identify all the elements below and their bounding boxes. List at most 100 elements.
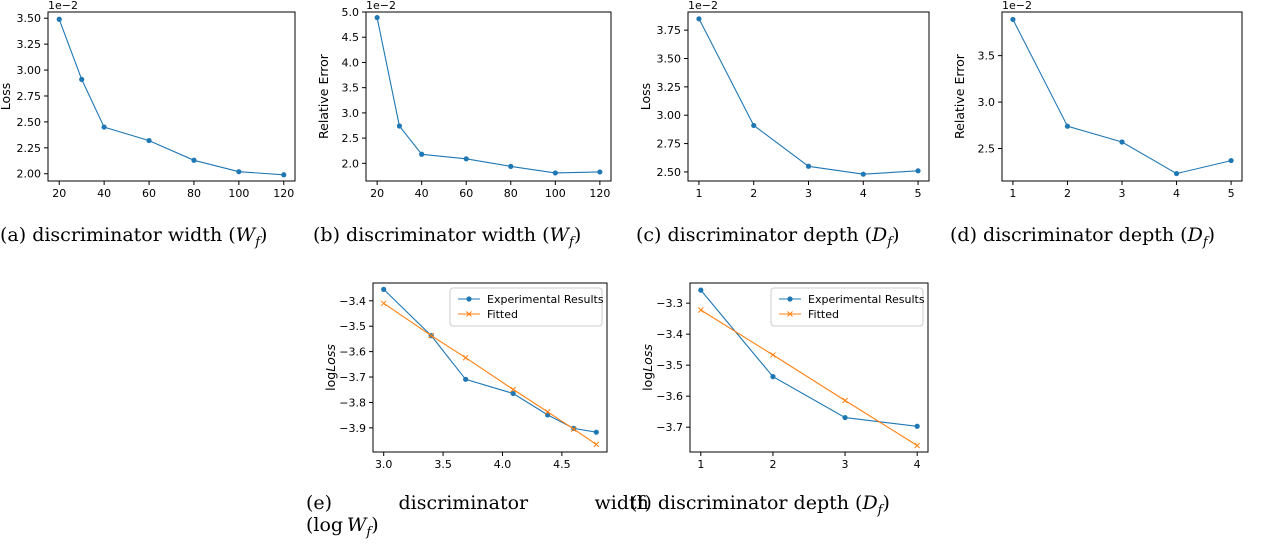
chart-f-ytick-label: −3.6 [656, 390, 683, 403]
chart-d-ytick-label: 2.5 [978, 143, 996, 156]
caption-e-line2-prefix: (log [306, 514, 347, 536]
chart-a-series-0-point [236, 169, 242, 175]
chart-b-series-0-point [552, 170, 558, 176]
caption-b-suffix: ) [573, 224, 582, 246]
chart-e-series-1-point [510, 386, 517, 393]
chart-c-ytick-label: 3.00 [657, 109, 682, 122]
chart-e-axes-frame [372, 282, 608, 453]
chart-d-xtick-label: 4 [1173, 187, 1180, 200]
chart-b-xtick-label: 80 [504, 187, 518, 200]
chart-c-series-0-point [915, 168, 921, 174]
chart-b-ylabel: Relative Error [316, 53, 331, 139]
chart-a-multiplier: 1e−2 [48, 0, 78, 12]
chart-b-ytick-label: 2.0 [342, 157, 360, 170]
chart-f-series-0-point [698, 287, 704, 293]
chart-e-legend-label-1: Fitted [487, 308, 518, 321]
caption-d-suffix: ) [1207, 224, 1216, 246]
chart-f-ytick-label: −3.4 [656, 328, 683, 341]
chart-e-series-1-point [544, 408, 551, 415]
chart-c-ytick-label: 2.75 [657, 138, 682, 151]
chart-f-series-1-line [700, 309, 918, 446]
chart-b-ytick-label: 3.0 [342, 107, 360, 120]
caption-d-prefix: (d) discriminator depth ( [950, 224, 1188, 246]
caption-a-var: W [235, 224, 256, 246]
chart-c-xtick-label: 3 [805, 187, 812, 200]
chart-a-series-0-point [101, 124, 107, 130]
caption-d-sub: f [1202, 234, 1208, 250]
caption-c-suffix: ) [892, 224, 900, 246]
chart-a-ytick-label: 2.00 [17, 168, 42, 181]
chart-e-ytick-label: −3.6 [339, 346, 366, 359]
chart-e-ytick-label: −3.5 [339, 320, 366, 333]
caption-e-line1: (e) discriminator width [306, 492, 649, 514]
chart-f-ytick-label: −3.3 [656, 297, 683, 310]
chart-b-ytick-label: 3.5 [342, 82, 360, 95]
chart-d-series-0-point [1228, 157, 1234, 164]
chart-e-series-1-point [462, 354, 469, 361]
chart-c-xtick-label: 5 [915, 187, 922, 200]
chart-e-series-0-point [463, 376, 469, 382]
chart-f-series-0-point [842, 414, 848, 421]
chart-c-ytick-label: 2.50 [657, 166, 682, 179]
chart-f-legend-label-0: Experimental Results [808, 293, 925, 306]
chart-d-ylabel: Relative Error [952, 53, 967, 139]
caption-f-sub: f [877, 502, 883, 518]
chart-b-multiplier: 1e−2 [366, 0, 396, 12]
chart-f-xtick-label: 2 [769, 458, 776, 471]
chart-f-series-1-point [842, 397, 848, 404]
chart-b-series-0-point [508, 163, 514, 169]
chart-e-series-0-point [593, 429, 599, 435]
chart-b-ytick-label: 5.0 [342, 6, 360, 19]
chart-e-ytick-label: −3.9 [339, 422, 366, 435]
caption-b: (b) discriminator width (Wf) [313, 224, 631, 254]
chart-a-series-0-point [281, 172, 287, 178]
caption-c-sub: f [887, 234, 893, 250]
caption-f: (f) discriminator depth (Df) [630, 492, 948, 522]
chart-a-ytick-label: 3.25 [17, 38, 42, 51]
caption-b-sub: f [569, 234, 574, 250]
chart-f-legend-item-0: Experimental Results [779, 293, 925, 306]
chart-d-series-0-point [1064, 123, 1071, 129]
chart-f-series-0-point [914, 423, 920, 429]
chart-e-ytick-label: −3.7 [339, 371, 366, 384]
chart-f-ytick-label: −3.5 [656, 359, 683, 372]
chart-e-ytick-label: −3.8 [339, 396, 366, 409]
chart-f-legend: Experimental Results Fitted [770, 287, 925, 327]
caption-d: (d) discriminator depth (Df) [950, 224, 1261, 254]
chart-a-series-0-point [191, 157, 197, 163]
chart-e-ytick-label: −3.4 [339, 295, 366, 308]
caption-f-suffix: ) [882, 492, 890, 514]
chart-c-series-0-point [696, 16, 702, 22]
caption-e-suffix: ) [371, 514, 379, 536]
chart-f-xtick-label: 1 [697, 458, 704, 471]
chart-b-series-0-point [463, 156, 469, 162]
chart-b-series-0-point [374, 14, 380, 21]
caption-e-line2: (log Wf) [306, 514, 636, 544]
chart-b-xtick-label: 120 [589, 187, 610, 200]
chart-e-xtick-label: 4.0 [494, 458, 512, 471]
chart-c-ytick-label: 3.75 [657, 24, 682, 37]
caption-e-sub: f [366, 524, 372, 540]
chart-e-series-1-point [570, 426, 577, 432]
chart-e-series-1-point [428, 332, 435, 339]
chart-f-ytick-label: −3.7 [656, 421, 683, 434]
chart-f-legend-label-1: Fitted [808, 308, 839, 321]
caption-c-prefix: (c) discriminator depth ( [636, 224, 873, 246]
chart-a-xtick-label: 60 [142, 187, 156, 200]
caption-c: (c) discriminator depth (Df) [636, 224, 946, 254]
chart-d-xtick-label: 2 [1064, 187, 1071, 200]
chart-e-series-0-point [381, 286, 387, 292]
chart-f-series-1-point [770, 352, 776, 358]
caption-e-var: W [346, 514, 367, 536]
chart-b-ytick-label: 4.0 [342, 56, 360, 69]
caption-e: (e) discriminator width (log Wf) [306, 492, 649, 544]
chart-f-series-0-line [700, 289, 918, 427]
chart-d-xtick-label: 1 [1009, 187, 1016, 200]
chart-a-ytick-label: 3.50 [17, 12, 42, 25]
caption-d-var: D [1187, 224, 1203, 246]
chart-a-series-0-point [56, 16, 62, 22]
